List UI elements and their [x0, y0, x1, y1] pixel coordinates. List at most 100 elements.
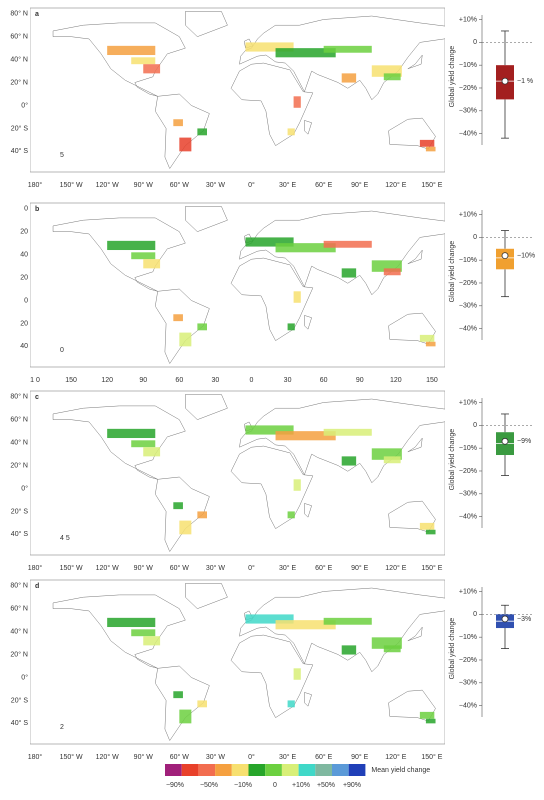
lat-label: 20° N — [10, 461, 28, 469]
y-tick-label: 0 — [473, 39, 477, 46]
y-tick-label: −10% — [459, 257, 477, 264]
lon-label: 60° E — [315, 753, 333, 761]
lat-label: 20° S — [11, 124, 29, 132]
legend-swatch — [281, 764, 299, 776]
land — [304, 120, 312, 135]
lon-label: 30° W — [206, 564, 226, 572]
y-tick-label: 0 — [473, 234, 477, 241]
yield-patch — [131, 252, 156, 260]
land — [304, 692, 312, 707]
lat-label: 40° N — [10, 627, 28, 635]
yield-patch — [287, 323, 295, 331]
lon-label: 30 — [284, 377, 292, 384]
mean — [501, 615, 509, 623]
yield-patch — [245, 237, 294, 247]
yield-patch — [173, 502, 183, 510]
lon-label: 120° W — [96, 181, 119, 189]
y-tick-label: 0 — [473, 611, 477, 618]
panel-letter: b — [35, 206, 39, 213]
yield-patch — [287, 511, 295, 519]
lat-label: 0° — [21, 101, 28, 109]
lon-label: 180° — [28, 753, 43, 761]
lat-label: 20 — [20, 320, 28, 327]
y-tick-label: −20% — [459, 85, 477, 92]
yield-patch — [341, 456, 357, 466]
y-axis-label: Global yield change — [449, 46, 456, 108]
yield-patch — [173, 119, 183, 127]
map — [30, 579, 445, 745]
yield-patch — [323, 617, 372, 625]
legend-swatch — [215, 764, 232, 776]
lon-label: 1 0 — [30, 377, 40, 384]
land — [52, 405, 186, 480]
yield-patch — [383, 456, 401, 464]
yield-patch — [179, 520, 192, 535]
panel-letter: d — [35, 583, 39, 590]
legend-swatch — [181, 764, 199, 776]
yield-patch — [323, 45, 372, 53]
yield-patch — [419, 334, 435, 342]
lat-label: 40 — [20, 251, 28, 258]
land — [185, 11, 228, 37]
y-axis-label: Global yield change — [449, 241, 456, 303]
y-tick-label: −30% — [459, 680, 477, 687]
mean — [501, 252, 509, 260]
corner-label: 2 — [60, 724, 64, 731]
mean-label: −10% — [517, 252, 535, 259]
mean-label: −1 % — [517, 78, 533, 85]
yield-patch — [275, 243, 336, 253]
yield-patch — [179, 137, 192, 152]
lat-label: 0° — [21, 484, 28, 492]
lon-label: 150° E — [421, 181, 442, 189]
yield-patch — [371, 448, 402, 460]
yield-patch — [341, 645, 357, 655]
mean — [501, 77, 509, 85]
lat-label: 0° — [21, 673, 28, 681]
land — [304, 315, 312, 330]
land — [230, 257, 314, 341]
mean-label: −9% — [517, 438, 531, 445]
lat-label: 0 — [24, 297, 28, 304]
land — [52, 217, 186, 292]
lon-label: 30° E — [279, 753, 297, 761]
land — [185, 206, 228, 232]
yield-patch — [197, 511, 207, 519]
lat-label: 80° N — [10, 393, 28, 401]
legend-swatch — [231, 764, 249, 776]
legend-label: −50% — [200, 782, 218, 789]
lon-label: 60° W — [170, 181, 190, 189]
legend-swatch — [265, 764, 282, 776]
lon-label: 150° W — [60, 753, 83, 761]
yield-patch — [419, 522, 435, 530]
land — [407, 249, 423, 265]
lat-label: 40° S — [11, 719, 29, 727]
lon-label: 60° E — [315, 564, 333, 572]
mean — [501, 437, 509, 445]
yield-patch — [419, 711, 435, 719]
legend-label: +10% — [292, 782, 310, 789]
y-tick-label: −10% — [459, 634, 477, 641]
yield-patch — [197, 128, 207, 136]
legend-swatch — [248, 764, 266, 776]
land — [407, 54, 423, 70]
land — [230, 445, 314, 529]
yield-patch — [245, 614, 294, 624]
yield-patch — [287, 700, 295, 708]
lon-label: 60 — [175, 377, 183, 384]
land — [230, 62, 314, 146]
lon-label: 120 — [101, 377, 113, 384]
y-tick-label: −40% — [459, 325, 477, 332]
yield-patch — [383, 268, 401, 276]
legend-label: +50% — [317, 782, 335, 789]
yield-patch — [179, 332, 192, 347]
legend-label: −90% — [166, 782, 184, 789]
yield-patch — [131, 629, 156, 637]
lon-label: 150° W — [60, 181, 83, 189]
y-tick-label: −30% — [459, 303, 477, 310]
lon-label: 0° — [248, 564, 255, 572]
y-tick-label: −20% — [459, 280, 477, 287]
y-tick-label: −40% — [459, 513, 477, 520]
lon-label: 90° E — [351, 753, 369, 761]
yield-patch — [197, 700, 207, 708]
